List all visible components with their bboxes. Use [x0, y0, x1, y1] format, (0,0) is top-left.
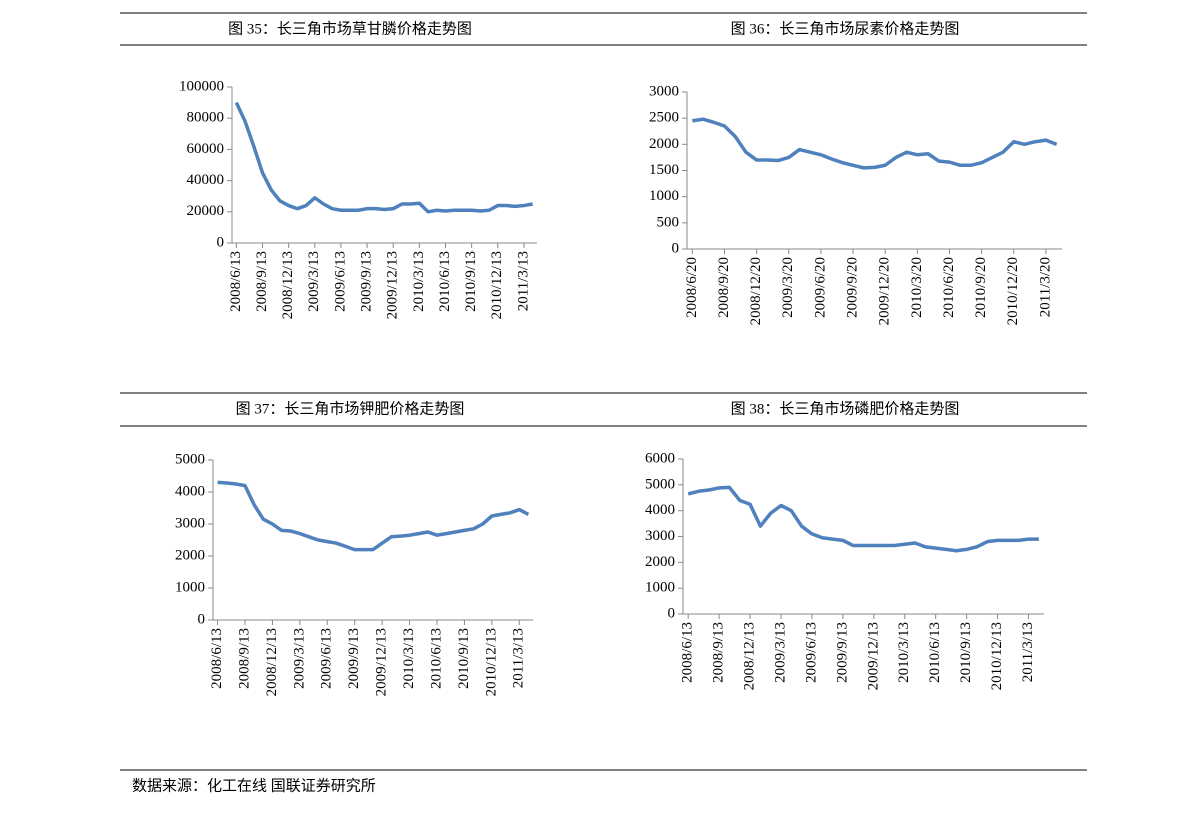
x-tick-label: 2010/3/13 [896, 622, 912, 683]
y-tick-label: 80000 [187, 110, 225, 126]
x-tick-label: 2009/3/13 [772, 622, 788, 683]
y-tick-label: 1000 [645, 580, 675, 596]
y-tick-label: 0 [198, 611, 206, 627]
chart-title: 图 37：长三角市场钾肥价格走势图 [236, 400, 465, 417]
x-tick-label: 2008/12/20 [748, 257, 764, 325]
x-tick-label: 2008/12/13 [264, 628, 280, 696]
x-tick-label: 2010/9/13 [456, 628, 472, 689]
x-tick-label: 2010/12/20 [1005, 257, 1021, 325]
x-tick-label: 2008/9/13 [236, 628, 252, 689]
x-tick-label: 2009/3/13 [291, 628, 307, 689]
x-tick-label: 2011/3/13 [511, 628, 527, 688]
x-tick-label: 2009/3/20 [780, 257, 796, 318]
x-tick-label: 2008/9/13 [711, 622, 727, 683]
x-tick-label: 2010/3/20 [909, 257, 925, 318]
x-tick-label: 2009/9/13 [359, 251, 375, 312]
x-tick-label: 2009/9/13 [346, 628, 362, 689]
price-line [217, 480, 530, 552]
x-tick-label: 2010/9/13 [958, 622, 974, 683]
x-tick-label: 2009/12/13 [385, 251, 401, 319]
x-tick-label: 2008/9/20 [716, 257, 732, 318]
x-tick-label: 2010/9/20 [973, 257, 989, 318]
x-tick-label: 2008/12/13 [741, 622, 757, 690]
x-tick-label: 2010/6/13 [927, 622, 943, 683]
x-tick-label: 2010/6/13 [437, 251, 453, 312]
y-tick-label: 3000 [175, 515, 205, 531]
x-tick-label: 2009/9/20 [845, 257, 861, 318]
x-tick-label: 2008/12/13 [280, 251, 296, 319]
x-tick-label: 2009/12/20 [877, 257, 893, 325]
x-tick-label: 2010/6/20 [941, 257, 957, 318]
y-tick-label: 1000 [649, 188, 679, 204]
x-tick-label: 2009/3/13 [306, 251, 322, 312]
price-line [692, 117, 1058, 170]
chart-title: 图 38：长三角市场磷肥价格走势图 [731, 400, 960, 417]
y-tick-label: 500 [657, 214, 680, 230]
x-tick-label: 2010/12/13 [989, 622, 1005, 690]
x-tick-label: 2010/12/13 [483, 628, 499, 696]
y-tick-label: 3000 [645, 528, 675, 544]
y-tick-label: 3000 [649, 83, 679, 99]
x-tick-label: 2010/9/13 [463, 251, 479, 312]
chart-title: 图 35：长三角市场草甘膦价格走势图 [228, 20, 472, 37]
x-tick-label: 2011/3/20 [1037, 257, 1053, 317]
y-tick-label: 6000 [645, 450, 675, 466]
x-tick-label: 2010/3/13 [401, 628, 417, 689]
y-tick-label: 100000 [179, 78, 224, 94]
y-tick-label: 1500 [649, 162, 679, 178]
y-tick-label: 4000 [175, 483, 205, 499]
x-tick-label: 2008/9/13 [254, 251, 270, 312]
y-tick-label: 0 [672, 240, 680, 256]
source-note: 数据来源：化工在线 国联证券研究所 [132, 777, 376, 794]
x-tick-label: 2009/9/13 [834, 622, 850, 683]
y-tick-label: 0 [217, 234, 225, 250]
x-tick-label: 2009/12/13 [865, 622, 881, 690]
x-tick-label: 2008/6/13 [680, 622, 696, 683]
y-tick-label: 2500 [649, 110, 679, 126]
y-tick-label: 2000 [645, 554, 675, 570]
price-line [234, 101, 533, 214]
x-tick-label: 2009/12/13 [374, 628, 390, 696]
y-tick-label: 5000 [645, 476, 675, 492]
x-tick-label: 2008/6/20 [684, 257, 700, 318]
x-tick-label: 2009/6/13 [803, 622, 819, 683]
x-tick-label: 2009/6/13 [332, 251, 348, 312]
x-tick-label: 2008/6/13 [209, 628, 225, 689]
x-tick-label: 2010/6/13 [428, 628, 444, 689]
y-tick-label: 60000 [187, 141, 225, 157]
y-tick-label: 20000 [187, 203, 225, 219]
y-tick-label: 40000 [187, 172, 225, 188]
y-tick-label: 2000 [175, 547, 205, 563]
x-tick-label: 2010/12/13 [489, 251, 505, 319]
x-tick-label: 2009/6/20 [812, 257, 828, 318]
x-tick-label: 2010/3/13 [411, 251, 427, 312]
y-tick-label: 2000 [649, 136, 679, 152]
y-tick-label: 4000 [645, 502, 675, 518]
x-tick-label: 2011/3/13 [1020, 622, 1036, 682]
x-tick-label: 2008/6/13 [228, 251, 244, 312]
chart-title: 图 36：长三角市场尿素价格走势图 [731, 20, 960, 37]
x-tick-label: 2009/6/13 [319, 628, 335, 689]
y-tick-label: 0 [668, 605, 676, 621]
y-tick-label: 1000 [175, 579, 205, 595]
price-line [687, 485, 1039, 553]
x-tick-label: 2011/3/13 [515, 251, 531, 311]
y-tick-label: 5000 [175, 451, 205, 467]
